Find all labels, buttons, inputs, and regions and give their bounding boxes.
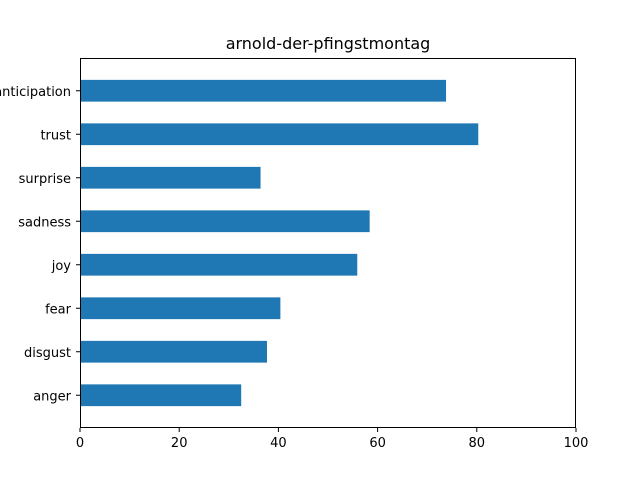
x-tick-label: 20 — [171, 436, 188, 451]
x-tick-label: 60 — [369, 436, 386, 451]
bar-sadness — [80, 210, 370, 233]
bar-surprise — [80, 166, 261, 189]
bar-trust — [80, 123, 479, 146]
bar-fear — [80, 297, 281, 320]
y-tick-label: sadness — [18, 215, 71, 230]
x-tick-label: 100 — [564, 436, 589, 451]
plot-frame — [80, 58, 576, 428]
y-tick-label: joy — [51, 259, 72, 274]
bars-group — [80, 79, 479, 407]
y-tick-label: trust — [40, 128, 71, 143]
bar-disgust — [80, 340, 267, 363]
x-axis: 0 20 40 60 80 100 — [76, 428, 589, 451]
y-tick-label: fear — [45, 302, 72, 317]
bar-joy — [80, 253, 358, 276]
y-axis: anger disgust fear joy sadness surprise trust a… — [0, 85, 80, 404]
x-tick-label: 40 — [270, 436, 287, 451]
y-tick-label: disgust — [24, 346, 71, 361]
y-tick-label: surprise — [19, 172, 71, 187]
bar-anticipation — [80, 79, 447, 102]
x-tick-label: 0 — [76, 436, 84, 451]
y-tick-label: anticipation — [0, 85, 71, 100]
y-tick-label: anger — [33, 389, 71, 404]
bar-anger — [80, 384, 242, 407]
chart-title: arnold-der-pfingstmontag — [226, 34, 431, 53]
x-tick-label: 80 — [469, 436, 486, 451]
